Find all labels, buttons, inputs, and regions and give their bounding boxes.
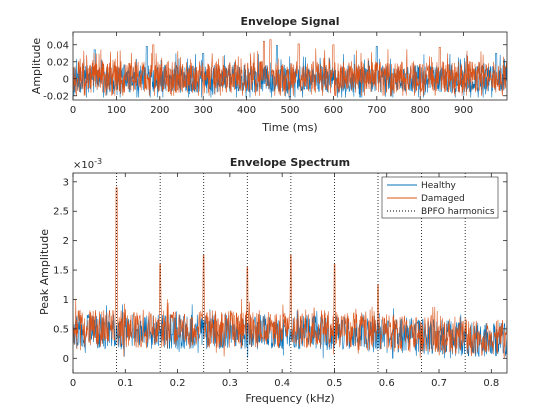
x-tick-label: 0.5 (326, 378, 342, 389)
envelope-signal-series (73, 39, 507, 98)
envelope-signal-ylabel: Amplitude (30, 38, 43, 95)
legend: Healthy Damaged BPFO harmonics (381, 176, 499, 219)
y-tick-label: 0 (63, 74, 69, 85)
envelope-signal-xlabel: Time (ms) (261, 121, 317, 134)
x-tick-label: 900 (454, 105, 473, 116)
x-tick-label: 0.1 (117, 378, 133, 389)
x-tick-label: 0 (70, 378, 76, 389)
envelope-signal-line-1 (73, 39, 507, 97)
y-tick-label: 0.5 (53, 324, 69, 335)
envelope-spectrum-ylabel: Peak Amplitude (38, 229, 51, 315)
x-tick-label: 400 (237, 105, 256, 116)
x-tick-label: 0.6 (379, 378, 395, 389)
envelope-signal-y-ticks: -0.02 0 0.02 0.04 (43, 40, 507, 102)
x-tick-label: 600 (324, 105, 343, 116)
y-tick-label: 0 (63, 354, 69, 365)
envelope-signal-title: Envelope Signal (240, 15, 339, 28)
envelope-spectrum-title: Envelope Spectrum (230, 156, 350, 169)
x-tick-label: 0 (70, 105, 76, 116)
envelope-spectrum-axes-box (72, 172, 508, 374)
y-exponent-base: ×10 (73, 160, 94, 171)
y-tick-label: 2 (63, 236, 69, 247)
x-tick-label: 0.4 (274, 378, 290, 389)
legend-label-bpfo: BPFO harmonics (421, 207, 495, 217)
x-tick-label: 200 (150, 105, 169, 116)
x-tick-label: 0.2 (170, 378, 186, 389)
y-tick-label: 2.5 (53, 207, 69, 218)
envelope-signal-axes-box (72, 31, 508, 101)
x-tick-label: 0.3 (222, 378, 238, 389)
y-tick-label: 0.02 (47, 57, 69, 68)
y-tick-label: 1 (63, 295, 69, 306)
spectrum-line-damaged (73, 187, 507, 359)
y-tick-label: 1.5 (53, 266, 69, 277)
x-tick-label: 300 (194, 105, 213, 116)
envelope-signal-x-ticks: 0 100 200 300 400 500 600 700 800 900 (70, 32, 473, 116)
envelope-signal-plot: Envelope Signal 0 100 200 300 400 500 600 700 80… (30, 15, 508, 134)
x-tick-label: 500 (280, 105, 299, 116)
y-tick-label: 0.04 (47, 40, 69, 51)
legend-label-healthy: Healthy (421, 181, 457, 191)
x-tick-label: 0.7 (431, 378, 447, 389)
x-tick-label: 100 (107, 105, 126, 116)
x-tick-label: 0.8 (483, 378, 499, 389)
envelope-spectrum-plot: Envelope Spectrum ×10-3 0 0.1 0.2 0.3 0.4 0.5… (38, 156, 508, 405)
y-tick-label: 3 (63, 177, 69, 188)
envelope-spectrum-y-ticks: 0 0.5 1 1.5 2 2.5 3 (53, 177, 507, 365)
y-tick-label: -0.02 (43, 91, 69, 102)
legend-label-damaged: Damaged (421, 194, 465, 204)
envelope-spectrum-y-exponent: ×10-3 (73, 157, 102, 171)
y-exponent-power: -3 (94, 157, 102, 166)
x-tick-label: 700 (367, 105, 386, 116)
envelope-spectrum-series (73, 187, 507, 359)
envelope-spectrum-xlabel: Frequency (kHz) (245, 392, 334, 405)
x-tick-label: 800 (411, 105, 430, 116)
